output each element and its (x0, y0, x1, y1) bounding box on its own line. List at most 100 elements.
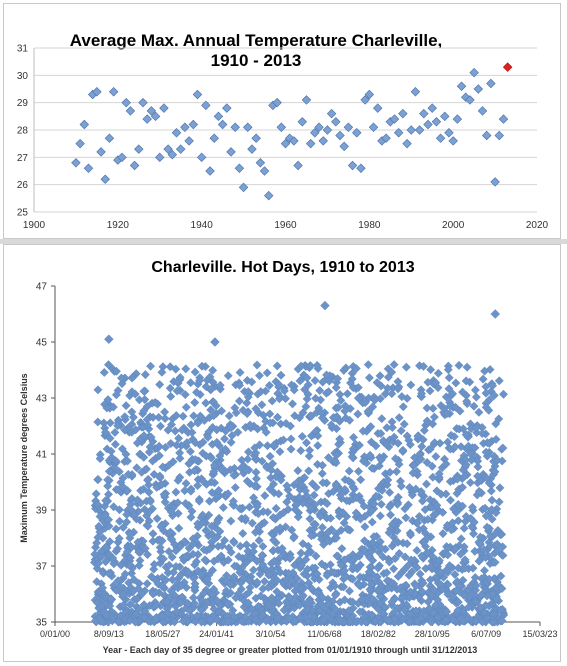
bottom-data-point (142, 402, 152, 412)
bottom-data-point (366, 547, 376, 556)
top-data-point (222, 103, 232, 113)
bottom-data-point (340, 555, 350, 565)
bottom-data-point (428, 472, 438, 482)
bottom-data-point (490, 529, 500, 539)
bottom-data-point (338, 508, 348, 518)
top-data-point (372, 103, 383, 113)
bottom-data-point (385, 502, 394, 512)
bottom-data-point (196, 569, 206, 579)
bottom-data-point (163, 608, 173, 618)
bottom-data-point (206, 405, 216, 415)
bottom-data-point (274, 394, 284, 404)
bottom-data-point (479, 566, 489, 576)
bottom-data-point (148, 412, 158, 422)
bottom-data-point (296, 446, 306, 456)
bottom-xtick-label: 18/05/27 (145, 629, 180, 639)
bottom-data-point (274, 379, 284, 389)
bottom-data-point (315, 511, 325, 521)
top-data-point (440, 111, 450, 122)
top-data-point (498, 114, 509, 124)
bottom-data-point (323, 599, 333, 609)
bottom-data-point (376, 499, 386, 509)
bottom-data-point (326, 513, 336, 523)
bottom-data-point (261, 616, 271, 626)
bottom-data-point (486, 486, 496, 496)
bottom-data-point (131, 425, 141, 435)
bottom-data-point (177, 425, 187, 435)
top-data-point (83, 163, 94, 173)
bottom-data-point (361, 617, 371, 627)
bottom-data-point (190, 579, 200, 589)
bottom-data-point (164, 560, 174, 570)
bottom-data-point (344, 476, 354, 486)
bottom-data-point (164, 547, 174, 557)
bottom-data-point (245, 420, 255, 430)
bottom-data-point (431, 452, 441, 462)
bottom-data-point (217, 406, 227, 416)
bottom-data-point (223, 489, 233, 499)
bottom-data-point (383, 383, 393, 393)
bottom-data-point (345, 415, 355, 425)
top-data-point (393, 128, 404, 138)
top-data-point (125, 106, 136, 116)
bottom-data-point (429, 585, 439, 595)
bottom-data-point (425, 575, 435, 585)
bottom-data-point (175, 448, 185, 458)
bottom-xtick-label: 8/09/13 (94, 629, 124, 639)
bottom-data-point (298, 408, 308, 418)
bottom-data-point (180, 552, 190, 562)
bottom-data-point (238, 405, 248, 415)
bottom-data-point (234, 552, 244, 562)
top-data-point (339, 141, 349, 152)
bottom-data-point (365, 584, 375, 594)
bottom-data-point (407, 490, 417, 500)
bottom-data-point (92, 538, 102, 548)
bottom-data-point (155, 542, 165, 552)
bottom-data-point (166, 586, 176, 596)
bottom-data-point (265, 418, 275, 428)
bottom-data-point (387, 423, 397, 432)
bottom-data-point (330, 581, 340, 591)
bottom-data-point (390, 537, 400, 547)
bottom-data-point (315, 605, 325, 615)
bottom-data-point (175, 453, 185, 463)
bottom-data-point (209, 411, 219, 421)
bottom-data-point (218, 503, 228, 513)
bottom-data-point (456, 534, 466, 544)
bottom-data-point (181, 364, 191, 374)
bottom-data-point (473, 471, 483, 481)
bottom-data-point (111, 456, 121, 466)
bottom-data-point (459, 590, 469, 600)
bottom-data-point (306, 431, 316, 441)
bottom-data-point (316, 408, 326, 418)
bottom-data-point (189, 598, 199, 608)
bottom-data-point (258, 560, 268, 570)
bottom-data-point (494, 376, 504, 386)
bottom-data-point (489, 609, 499, 619)
bottom-data-point (444, 373, 454, 383)
bottom-data-point (174, 523, 184, 533)
bottom-data-point (331, 533, 341, 543)
bottom-data-point (474, 556, 484, 566)
bottom-data-point (212, 437, 222, 447)
bottom-data-point (148, 529, 158, 539)
bottom-data-point (284, 568, 294, 578)
bottom-data-point (110, 463, 120, 473)
bottom-data-point (351, 364, 361, 374)
top-xtick-label: 2020 (526, 220, 549, 231)
bottom-data-point (312, 588, 322, 598)
bottom-data-point (260, 491, 270, 501)
bottom-data-point (344, 466, 354, 476)
bottom-data-point (250, 527, 260, 537)
bottom-data-point (115, 516, 125, 526)
bottom-data-point (183, 567, 193, 577)
top-ytick-label: 26 (17, 180, 29, 191)
bottom-data-point (235, 504, 245, 513)
bottom-data-point (353, 409, 363, 419)
top-data-point (331, 117, 341, 127)
bottom-data-point (200, 555, 210, 565)
bottom-data-point (487, 495, 497, 505)
bottom-data-point (498, 443, 508, 453)
top-data-point (481, 130, 492, 141)
bottom-data-point (223, 555, 233, 565)
